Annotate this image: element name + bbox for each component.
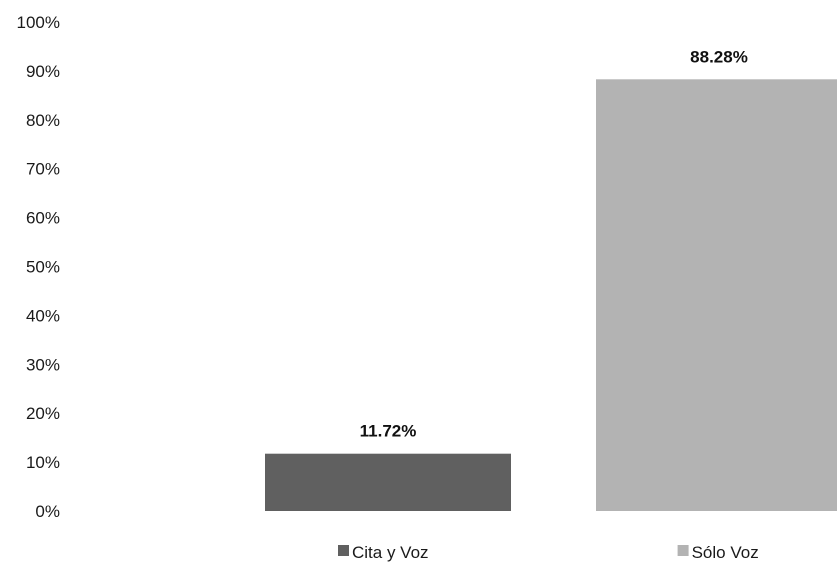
data-label: 11.72%	[360, 422, 417, 441]
y-tick-label: 30%	[26, 355, 60, 374]
y-tick-label: 0%	[35, 502, 60, 521]
y-tick-label: 20%	[26, 404, 60, 423]
legend-swatch	[677, 545, 689, 556]
legend-item: Cita y Voz	[338, 543, 429, 562]
y-tick-label: 90%	[26, 62, 60, 81]
y-tick-label: 50%	[26, 258, 60, 277]
bars	[265, 79, 837, 512]
legend-label: Cita y Voz	[352, 543, 429, 562]
y-tick-label: 80%	[26, 111, 60, 130]
legend-label: Sólo Voz	[692, 543, 759, 562]
bar-s-lo-voz	[596, 79, 837, 512]
data-label: 88.28%	[690, 47, 748, 66]
y-tick-label: 60%	[26, 209, 60, 228]
legend-swatch	[338, 545, 349, 556]
y-tick-label: 100%	[17, 13, 60, 32]
y-axis: 0% 10% 20% 30% 40% 50% 60% 70% 80% 90% 100%	[17, 13, 60, 521]
y-tick-label: 10%	[26, 453, 60, 472]
y-tick-label: 70%	[26, 160, 60, 179]
y-tick-label: 40%	[26, 306, 60, 325]
legend-item: Sólo Voz	[677, 543, 759, 562]
bar-cita-y-voz	[265, 453, 511, 511]
data-labels: 11.72% 88.28%	[360, 47, 748, 440]
legend: Cita y Voz Sólo Voz	[338, 543, 759, 562]
